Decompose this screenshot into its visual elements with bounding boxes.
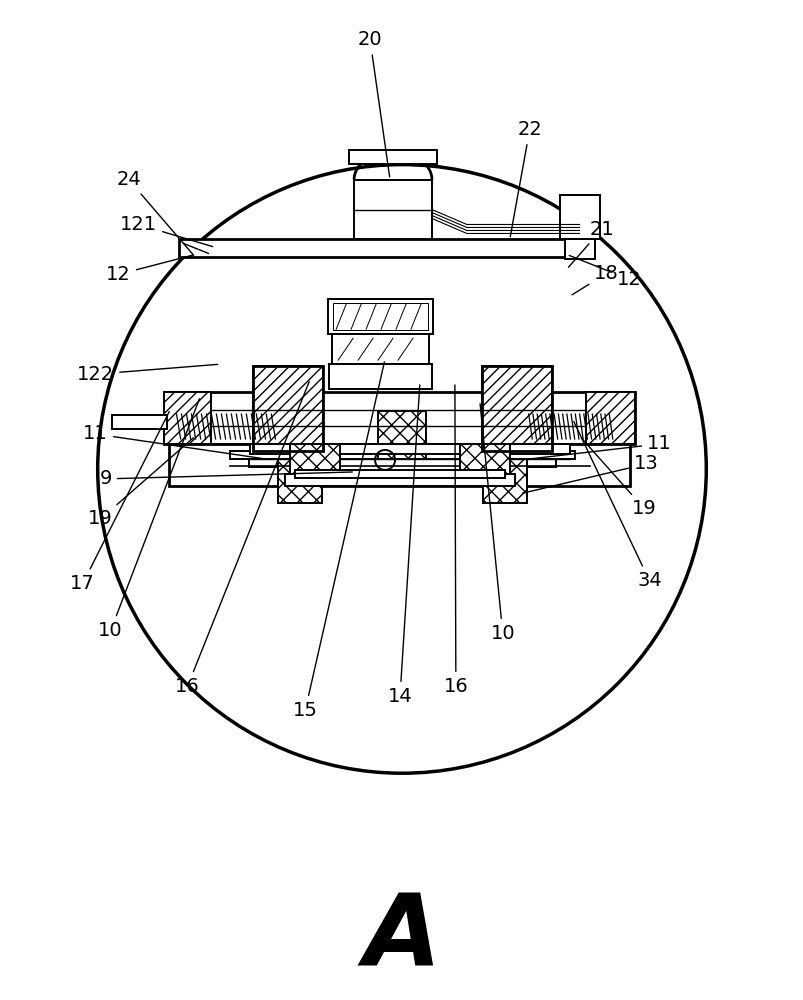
Bar xyxy=(290,444,340,486)
Text: 18: 18 xyxy=(571,264,618,295)
Bar xyxy=(349,150,436,164)
Text: 17: 17 xyxy=(71,412,169,593)
Text: 12: 12 xyxy=(106,255,193,284)
Text: 24: 24 xyxy=(116,170,194,255)
Bar xyxy=(559,195,599,239)
Text: 10: 10 xyxy=(479,404,515,643)
Bar xyxy=(169,444,630,486)
Text: 19: 19 xyxy=(581,438,656,518)
Bar xyxy=(477,459,555,467)
Bar xyxy=(250,444,569,454)
Bar xyxy=(163,392,211,444)
Bar xyxy=(249,459,327,467)
Bar xyxy=(295,470,504,478)
Text: A: A xyxy=(363,889,440,986)
Bar xyxy=(332,334,429,364)
Text: 122: 122 xyxy=(77,364,218,384)
Bar xyxy=(481,366,551,451)
Text: 10: 10 xyxy=(98,399,199,640)
Bar xyxy=(328,299,432,334)
Bar xyxy=(459,444,509,486)
Text: 19: 19 xyxy=(88,438,194,528)
Bar xyxy=(332,303,427,330)
Text: 13: 13 xyxy=(522,454,658,493)
Bar xyxy=(285,474,514,486)
Bar xyxy=(253,366,323,451)
Bar xyxy=(564,239,593,259)
Bar xyxy=(328,364,431,389)
Text: 121: 121 xyxy=(120,215,213,247)
Text: 15: 15 xyxy=(292,362,384,720)
Text: 16: 16 xyxy=(443,385,467,696)
Bar xyxy=(253,366,323,451)
Bar xyxy=(112,415,166,429)
Text: 22: 22 xyxy=(510,120,541,237)
Bar xyxy=(483,459,526,503)
Bar xyxy=(353,180,431,239)
Bar xyxy=(481,366,551,451)
Text: 12: 12 xyxy=(569,255,641,289)
Text: 34: 34 xyxy=(573,422,661,590)
Bar xyxy=(585,392,634,444)
Text: 11: 11 xyxy=(84,424,263,459)
Bar xyxy=(278,459,322,503)
Bar xyxy=(169,409,621,444)
Text: 16: 16 xyxy=(175,382,309,696)
Text: 9: 9 xyxy=(100,469,352,488)
Bar xyxy=(230,451,574,459)
Text: 21: 21 xyxy=(568,220,613,267)
Text: 14: 14 xyxy=(387,385,419,706)
Text: 11: 11 xyxy=(532,434,671,459)
Bar xyxy=(178,239,589,257)
Bar xyxy=(163,392,634,444)
Text: 20: 20 xyxy=(357,30,389,177)
Bar xyxy=(377,411,426,459)
